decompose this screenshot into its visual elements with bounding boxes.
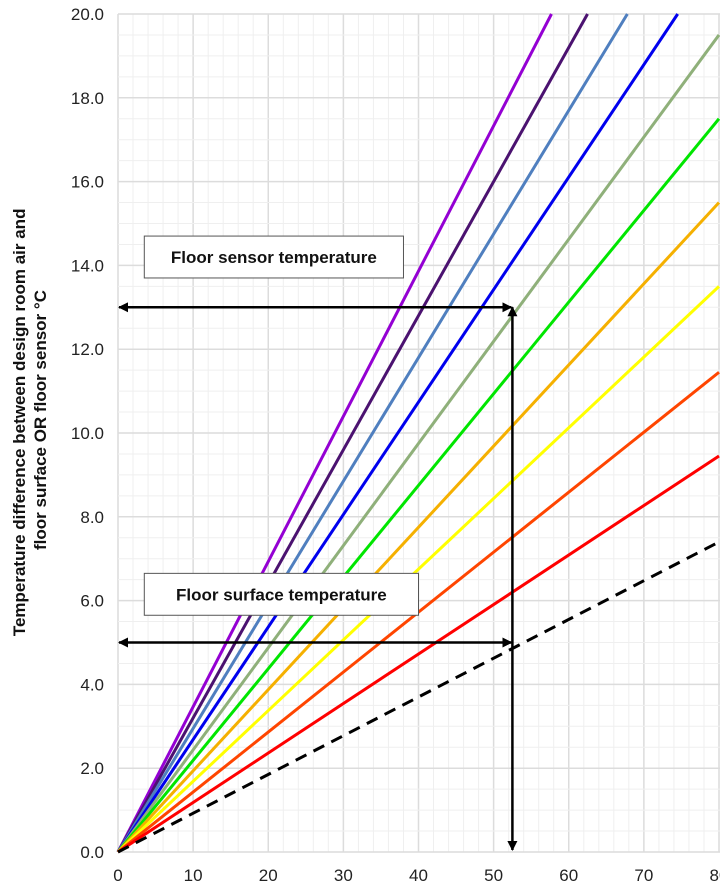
series-line-4 — [116, 13, 679, 853]
y-tick-label: 16.0 — [71, 173, 104, 192]
series-line-10 — [117, 454, 720, 854]
y-tick-label: 18.0 — [71, 89, 104, 108]
y-tick-label: 10.0 — [71, 424, 104, 443]
x-tick-label: 40 — [409, 866, 428, 885]
series-lines — [116, 13, 720, 854]
x-tick-label: 10 — [184, 866, 203, 885]
y-axis-ticks: 0.0 2.0 4.0 6.0 8.0 10.0 12.0 14.0 16.0 18.0 20.0 — [71, 5, 104, 862]
series-line-11 — [117, 540, 720, 854]
annotation-box — [143, 235, 404, 279]
y-tick-label: 4.0 — [80, 675, 104, 694]
x-tick-label: 20 — [259, 866, 278, 885]
annotation-label: Floor surface temperature — [176, 585, 387, 604]
series-line-1 — [116, 13, 553, 853]
y-tick-label: 12.0 — [71, 340, 104, 359]
y-tick-label: 8.0 — [80, 508, 104, 527]
y-tick-label: 14.0 — [71, 256, 104, 275]
series-line-8 — [116, 285, 720, 854]
series-line-3 — [116, 13, 629, 853]
grid — [117, 13, 720, 853]
x-tick-label: 30 — [334, 866, 353, 885]
y-tick-label: 6.0 — [80, 592, 104, 611]
y-axis-label-line-2: floor surface OR floor sensor °C — [31, 290, 50, 550]
x-tick-label: 80 — [710, 866, 720, 885]
y-tick-label: 2.0 — [80, 759, 104, 778]
y-axis-label-line-1: Temperature difference between design ro… — [10, 209, 29, 637]
x-tick-label: 50 — [484, 866, 503, 885]
x-tick-label: 0 — [113, 866, 122, 885]
x-tick-label: 60 — [559, 866, 578, 885]
y-tick-label: 0.0 — [80, 843, 104, 862]
annotation-label: Floor sensor temperature — [171, 248, 377, 267]
annotations: Floor sensor temperature Floor surface te… — [118, 235, 518, 851]
y-tick-label: 20.0 — [71, 5, 104, 24]
x-tick-label: 70 — [634, 866, 653, 885]
series-line-7 — [116, 201, 720, 854]
series-line-2 — [116, 13, 589, 853]
series-line-5 — [116, 34, 720, 853]
series-line-6 — [116, 117, 720, 853]
x-axis-ticks: 0 10 20 30 40 50 60 70 80 — [113, 866, 720, 885]
y-axis-label: Temperature difference between design ro… — [10, 204, 50, 636]
annotation-box — [143, 572, 419, 616]
